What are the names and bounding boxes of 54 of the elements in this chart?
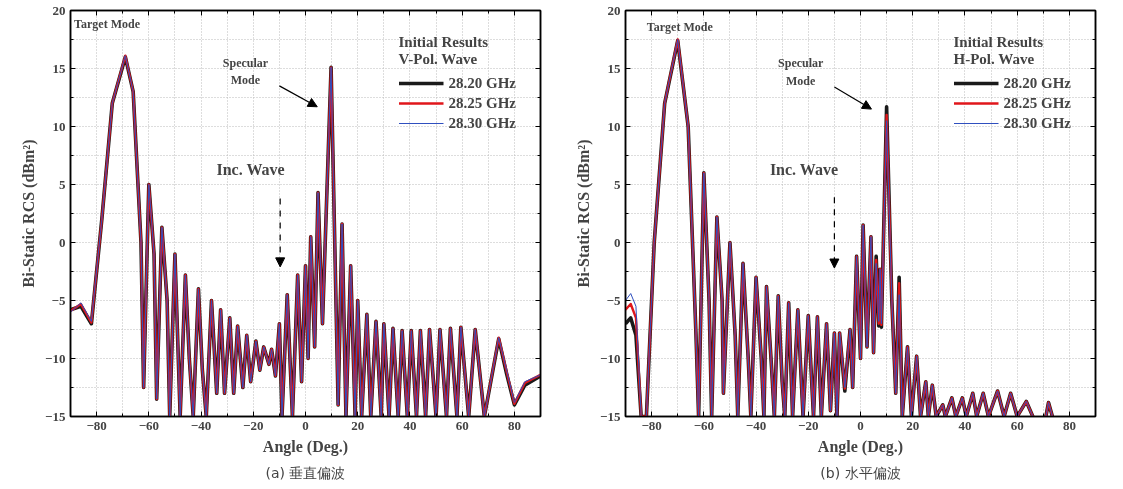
text: (a) 垂直偏波 xyxy=(265,464,346,481)
x-tick-label: −80 xyxy=(86,417,107,433)
x-tick-label: −80 xyxy=(641,417,662,433)
x-tick-label: 60 xyxy=(455,417,469,433)
x-tick-label: 40 xyxy=(958,417,972,433)
annotation: Inc. Wave xyxy=(216,160,285,178)
annotation: Target Mode xyxy=(74,17,141,32)
legend-title: Initial Results V-Pol. Wave xyxy=(398,34,490,68)
legend-label: 28.20 GHz xyxy=(1003,74,1071,92)
x-axis-title: Angle (Deg.) xyxy=(262,437,349,456)
text: (b) 水平偏波 xyxy=(820,464,901,481)
annotation: Specular Mode xyxy=(778,56,825,88)
x-tick-label: 0 xyxy=(857,417,864,433)
y-tick-label: −15 xyxy=(600,408,621,424)
x-tick-label: −60 xyxy=(693,417,715,433)
y-axis-title: Bi-Static RCS (dBm²) xyxy=(575,139,594,288)
x-tick-label: 80 xyxy=(1062,417,1076,433)
y-tick-label: 10 xyxy=(607,118,621,134)
y-axis-title: Bi-Static RCS (dBm²) xyxy=(20,139,39,288)
x-tick-label: −20 xyxy=(243,417,264,433)
y-tick-label: −10 xyxy=(600,350,621,366)
legend-label: 28.30 GHz xyxy=(1003,114,1071,132)
annotation: Specular Mode xyxy=(222,55,269,88)
y-tick-label: 0 xyxy=(614,234,621,250)
annotation: Inc. Wave xyxy=(769,160,839,178)
y-tick-label: 5 xyxy=(614,176,621,192)
y-tick-label: 15 xyxy=(52,60,66,76)
x-tick-label: 40 xyxy=(403,417,417,433)
y-tick-label: −5 xyxy=(606,292,621,308)
y-tick-label: −15 xyxy=(45,408,66,424)
legend-label: 28.25 GHz xyxy=(448,94,516,112)
y-tick-label: −5 xyxy=(51,292,66,308)
legend-title: Initial Results H-Pol. Wave xyxy=(953,34,1045,68)
legend-label: 28.30 GHz xyxy=(448,114,516,132)
x-axis-title: Angle (Deg.) xyxy=(817,437,904,456)
y-tick-label: 20 xyxy=(607,2,621,18)
y-tick-label: −10 xyxy=(45,350,66,366)
y-tick-label: 10 xyxy=(52,118,66,134)
y-tick-label: 5 xyxy=(59,176,66,192)
x-tick-label: 80 xyxy=(507,417,521,433)
x-tick-label: −60 xyxy=(138,417,160,433)
legend-label: 28.25 GHz xyxy=(1003,94,1071,112)
x-tick-label: −40 xyxy=(745,417,767,433)
y-tick-label: 15 xyxy=(607,60,621,76)
x-tick-label: 60 xyxy=(1010,417,1024,433)
x-tick-label: 20 xyxy=(351,417,365,433)
legend-label: 28.20 GHz xyxy=(448,74,516,92)
annotation: Target Mode xyxy=(646,19,714,34)
y-tick-label: 0 xyxy=(59,234,66,250)
x-tick-label: 20 xyxy=(906,417,920,433)
x-tick-label: −20 xyxy=(798,417,819,433)
x-tick-label: 0 xyxy=(302,417,309,433)
y-tick-label: 20 xyxy=(52,2,66,18)
x-tick-label: −40 xyxy=(190,417,212,433)
